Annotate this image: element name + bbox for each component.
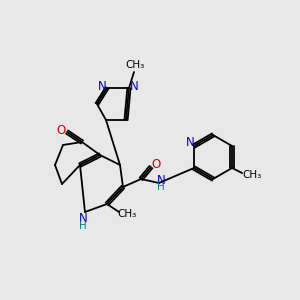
Text: O: O (56, 124, 66, 136)
Text: H: H (157, 182, 165, 192)
Text: N: N (157, 173, 165, 187)
Text: N: N (186, 136, 194, 149)
Text: H: H (79, 221, 87, 231)
Text: CH₃: CH₃ (117, 209, 136, 219)
Text: CH₃: CH₃ (125, 60, 145, 70)
Text: N: N (98, 80, 106, 94)
Text: N: N (130, 80, 138, 94)
Text: O: O (152, 158, 160, 170)
Text: N: N (79, 212, 87, 226)
Text: CH₃: CH₃ (242, 170, 262, 180)
